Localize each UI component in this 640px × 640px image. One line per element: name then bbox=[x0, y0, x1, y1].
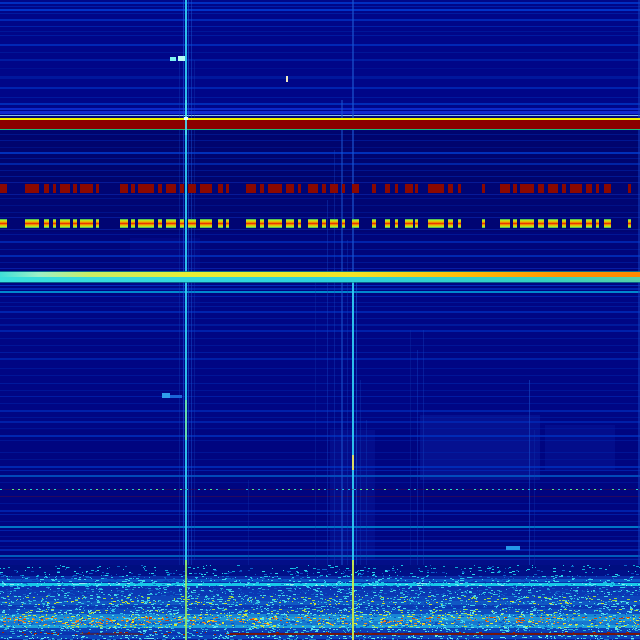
spectrogram-waterfall bbox=[0, 0, 640, 640]
spectrogram-heatmap-canvas bbox=[0, 0, 640, 640]
